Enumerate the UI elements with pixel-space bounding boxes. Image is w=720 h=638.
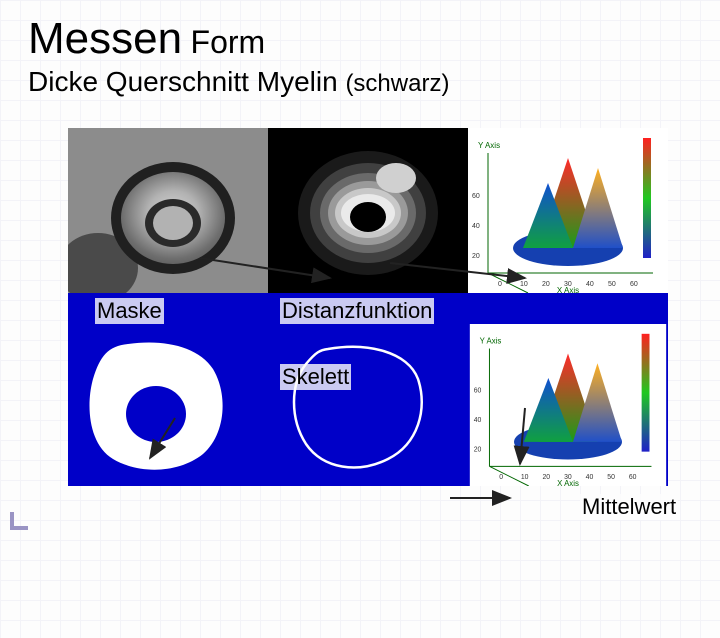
title-word-2: Form xyxy=(191,24,266,60)
svg-text:20: 20 xyxy=(474,447,482,454)
corner-decoration xyxy=(10,512,28,530)
svg-text:Y Axis: Y Axis xyxy=(478,141,500,150)
svg-text:40: 40 xyxy=(474,417,482,424)
svg-text:0: 0 xyxy=(498,281,502,288)
caption-mittelwert: Mittelwert xyxy=(580,494,678,520)
svg-text:40: 40 xyxy=(586,474,594,481)
svg-text:40: 40 xyxy=(586,281,594,288)
subtitle: Dicke Querschnitt Myelin (schwarz) xyxy=(28,66,720,98)
svg-text:60: 60 xyxy=(630,281,638,288)
panel-3d-surface-1: X Axis Y Axis 0102030405060204060 xyxy=(468,128,668,293)
svg-text:60: 60 xyxy=(472,193,480,200)
panel-mask xyxy=(68,324,268,486)
title-word-1: Messen xyxy=(28,14,182,63)
panel-microscopy xyxy=(68,128,268,293)
panel-skeleton xyxy=(268,324,468,486)
svg-text:0: 0 xyxy=(499,474,503,481)
caption-distanzfunktion: Distanzfunktion xyxy=(280,298,434,324)
svg-text:20: 20 xyxy=(542,281,550,288)
title-block: Messen Form Dicke Querschnitt Myelin (sc… xyxy=(0,0,720,98)
svg-text:30: 30 xyxy=(564,474,572,481)
svg-text:30: 30 xyxy=(564,281,572,288)
svg-text:20: 20 xyxy=(542,474,550,481)
svg-text:10: 10 xyxy=(521,474,529,481)
panel-3d-surface-2: X Axis Y Axis 0102030405060204060 xyxy=(468,324,668,486)
svg-text:10: 10 xyxy=(520,281,528,288)
caption-skelett: Skelett xyxy=(280,364,351,390)
svg-text:40: 40 xyxy=(472,223,480,230)
panel-distance-map xyxy=(268,128,468,293)
svg-text:20: 20 xyxy=(472,253,480,260)
svg-text:60: 60 xyxy=(474,388,482,395)
svg-text:Y Axis: Y Axis xyxy=(480,337,502,346)
svg-text:50: 50 xyxy=(608,281,616,288)
caption-maske: Maske xyxy=(95,298,164,324)
svg-text:60: 60 xyxy=(629,474,637,481)
svg-text:50: 50 xyxy=(607,474,615,481)
subtitle-paren: (schwarz) xyxy=(345,70,449,97)
subtitle-main: Dicke Querschnitt Myelin xyxy=(28,66,338,97)
